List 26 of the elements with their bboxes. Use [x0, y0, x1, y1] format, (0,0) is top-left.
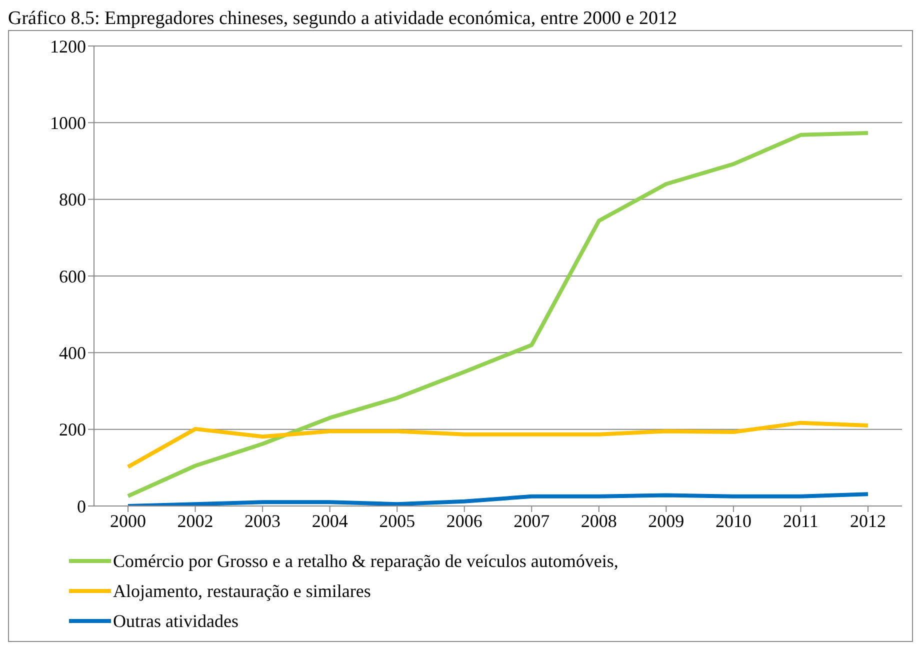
x-tick-label: 2010: [715, 510, 752, 531]
x-tick-label: 2008: [580, 510, 617, 531]
y-tick-label: 600: [59, 266, 86, 286]
x-tick-label: 2011: [783, 510, 818, 531]
line-series: [126, 131, 870, 498]
y-tick-label: 400: [59, 343, 86, 364]
x-tick-label: 2005: [379, 510, 416, 531]
x-tick-label: 2002: [177, 510, 214, 531]
legend-label: Outras atividades: [113, 610, 238, 632]
x-tick-label: 2007: [514, 510, 550, 531]
x-tick-label: 2003: [244, 510, 281, 531]
line-series: [126, 420, 870, 469]
x-tick-label: 2000: [110, 510, 146, 531]
y-tick-label: 200: [59, 420, 86, 440]
chart-title: Gráfico 8.5: Empregadores chineses, segundo a atividade económica, entre 2000 e 2012: [8, 8, 678, 30]
legend-label: Alojamento, restauração e similares: [113, 580, 371, 602]
legend-label: Comércio por Grosso e a retalho & reparação de veículos automóveis,: [113, 550, 618, 572]
x-tick-label: 2009: [648, 510, 684, 531]
y-tick-label: 0: [77, 496, 86, 516]
x-tick-label: 2012: [850, 510, 886, 531]
line-series: [126, 492, 870, 506]
x-tick-label: 2004: [312, 510, 348, 531]
y-tick-label: 1000: [50, 113, 86, 134]
x-tick-label: 2006: [446, 510, 482, 531]
y-tick-label: 1200: [50, 36, 86, 56]
y-tick-label: 800: [59, 190, 86, 210]
